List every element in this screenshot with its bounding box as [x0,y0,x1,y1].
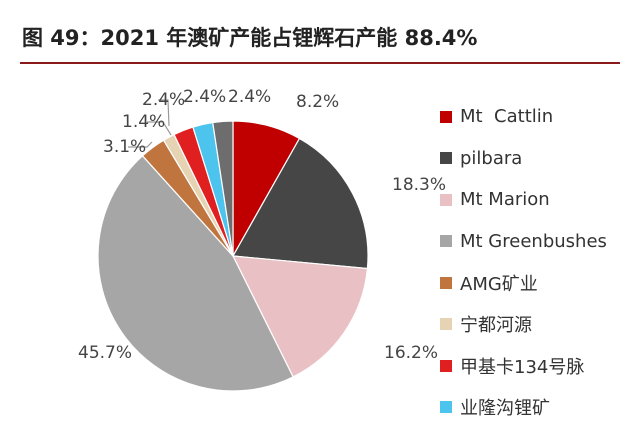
data-label: 8.2% [296,92,339,112]
data-label: 3.1% [103,137,146,157]
legend-swatch [440,401,452,414]
legend: Mt Cattlin pilbara Mt Marion Mt Greenbushes… [440,96,607,428]
data-label: 16.2% [384,343,438,363]
legend-item: 业隆沟锂矿 [440,387,607,429]
legend-item: Mt Cattlin [440,96,607,138]
legend-label: pilbara [460,147,523,169]
data-label: 1.4% [122,112,165,132]
pie-slice [97,154,294,392]
data-label: 45.7% [78,343,132,363]
legend-item: AMG矿业 [440,262,607,304]
legend-label: Mt Cattlin [460,106,554,128]
legend-swatch [440,318,452,331]
legend-swatch [440,110,452,123]
legend-swatch [440,235,452,248]
legend-item: 宁都河源 [440,304,607,346]
legend-label: 业隆沟锂矿 [460,398,550,420]
legend-swatch [440,359,452,372]
data-label: 2.4% [183,87,226,107]
data-label: 2.4% [142,90,185,110]
chart-title: 图 49：2021 年澳矿产能占锂辉石产能 88.4% [22,26,478,50]
pie-slice [232,137,369,270]
legend-label: 宁都河源 [460,315,532,337]
legend-item: Mt Marion [440,179,607,221]
data-label: 2.4% [228,87,271,107]
leader-line [158,99,170,127]
data-label: 18.3% [392,175,446,195]
legend-label: AMG矿业 [460,273,538,295]
legend-item: pilbara [440,138,607,180]
legend-swatch [440,152,452,165]
legend-label: Mt Marion [460,189,550,211]
legend-label: 甲基卡134号脉 [460,356,585,378]
legend-item: Mt Greenbushes [440,221,607,263]
leader-line [128,141,153,148]
title-underline [20,62,620,64]
leader-line [147,121,172,136]
legend-label: Mt Greenbushes [460,230,607,252]
legend-swatch [440,276,452,289]
legend-item: 甲基卡134号脉 [440,345,607,387]
legend-swatch [440,193,452,206]
pie-slice [231,255,369,378]
pie-slice [212,120,234,257]
